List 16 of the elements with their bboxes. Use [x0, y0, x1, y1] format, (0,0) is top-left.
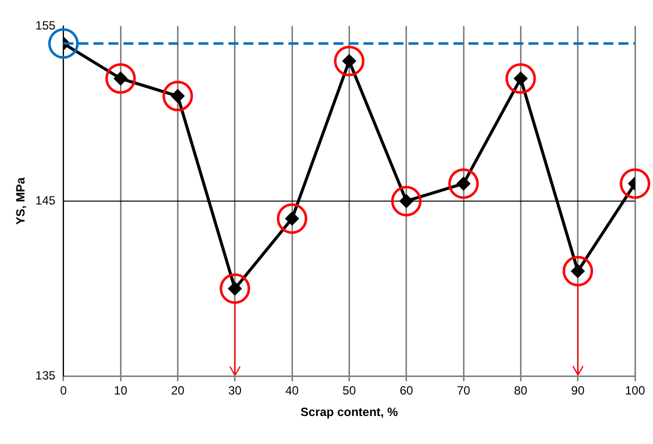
- x-tick-label: 20: [171, 384, 185, 398]
- y-axis-title: YS, MPa: [14, 177, 28, 225]
- x-tick-label: 40: [285, 384, 300, 398]
- x-tick-label: 30: [228, 384, 242, 398]
- y-tick-label: 145: [35, 193, 56, 208]
- x-tick-label: 100: [624, 384, 646, 398]
- x-tick-label: 70: [456, 384, 471, 398]
- y-tick-label: 155: [35, 18, 56, 32]
- y-tick-label: 135: [35, 368, 56, 383]
- x-tick-label: 50: [342, 384, 356, 398]
- x-tick-label: 0: [60, 384, 68, 398]
- x-axis-title: Scrap content, %: [300, 405, 398, 420]
- x-tick-label: 10: [114, 384, 128, 398]
- x-tick-label: 90: [571, 384, 585, 398]
- x-tick-label: 60: [400, 384, 414, 398]
- x-tick-label: 80: [514, 384, 528, 398]
